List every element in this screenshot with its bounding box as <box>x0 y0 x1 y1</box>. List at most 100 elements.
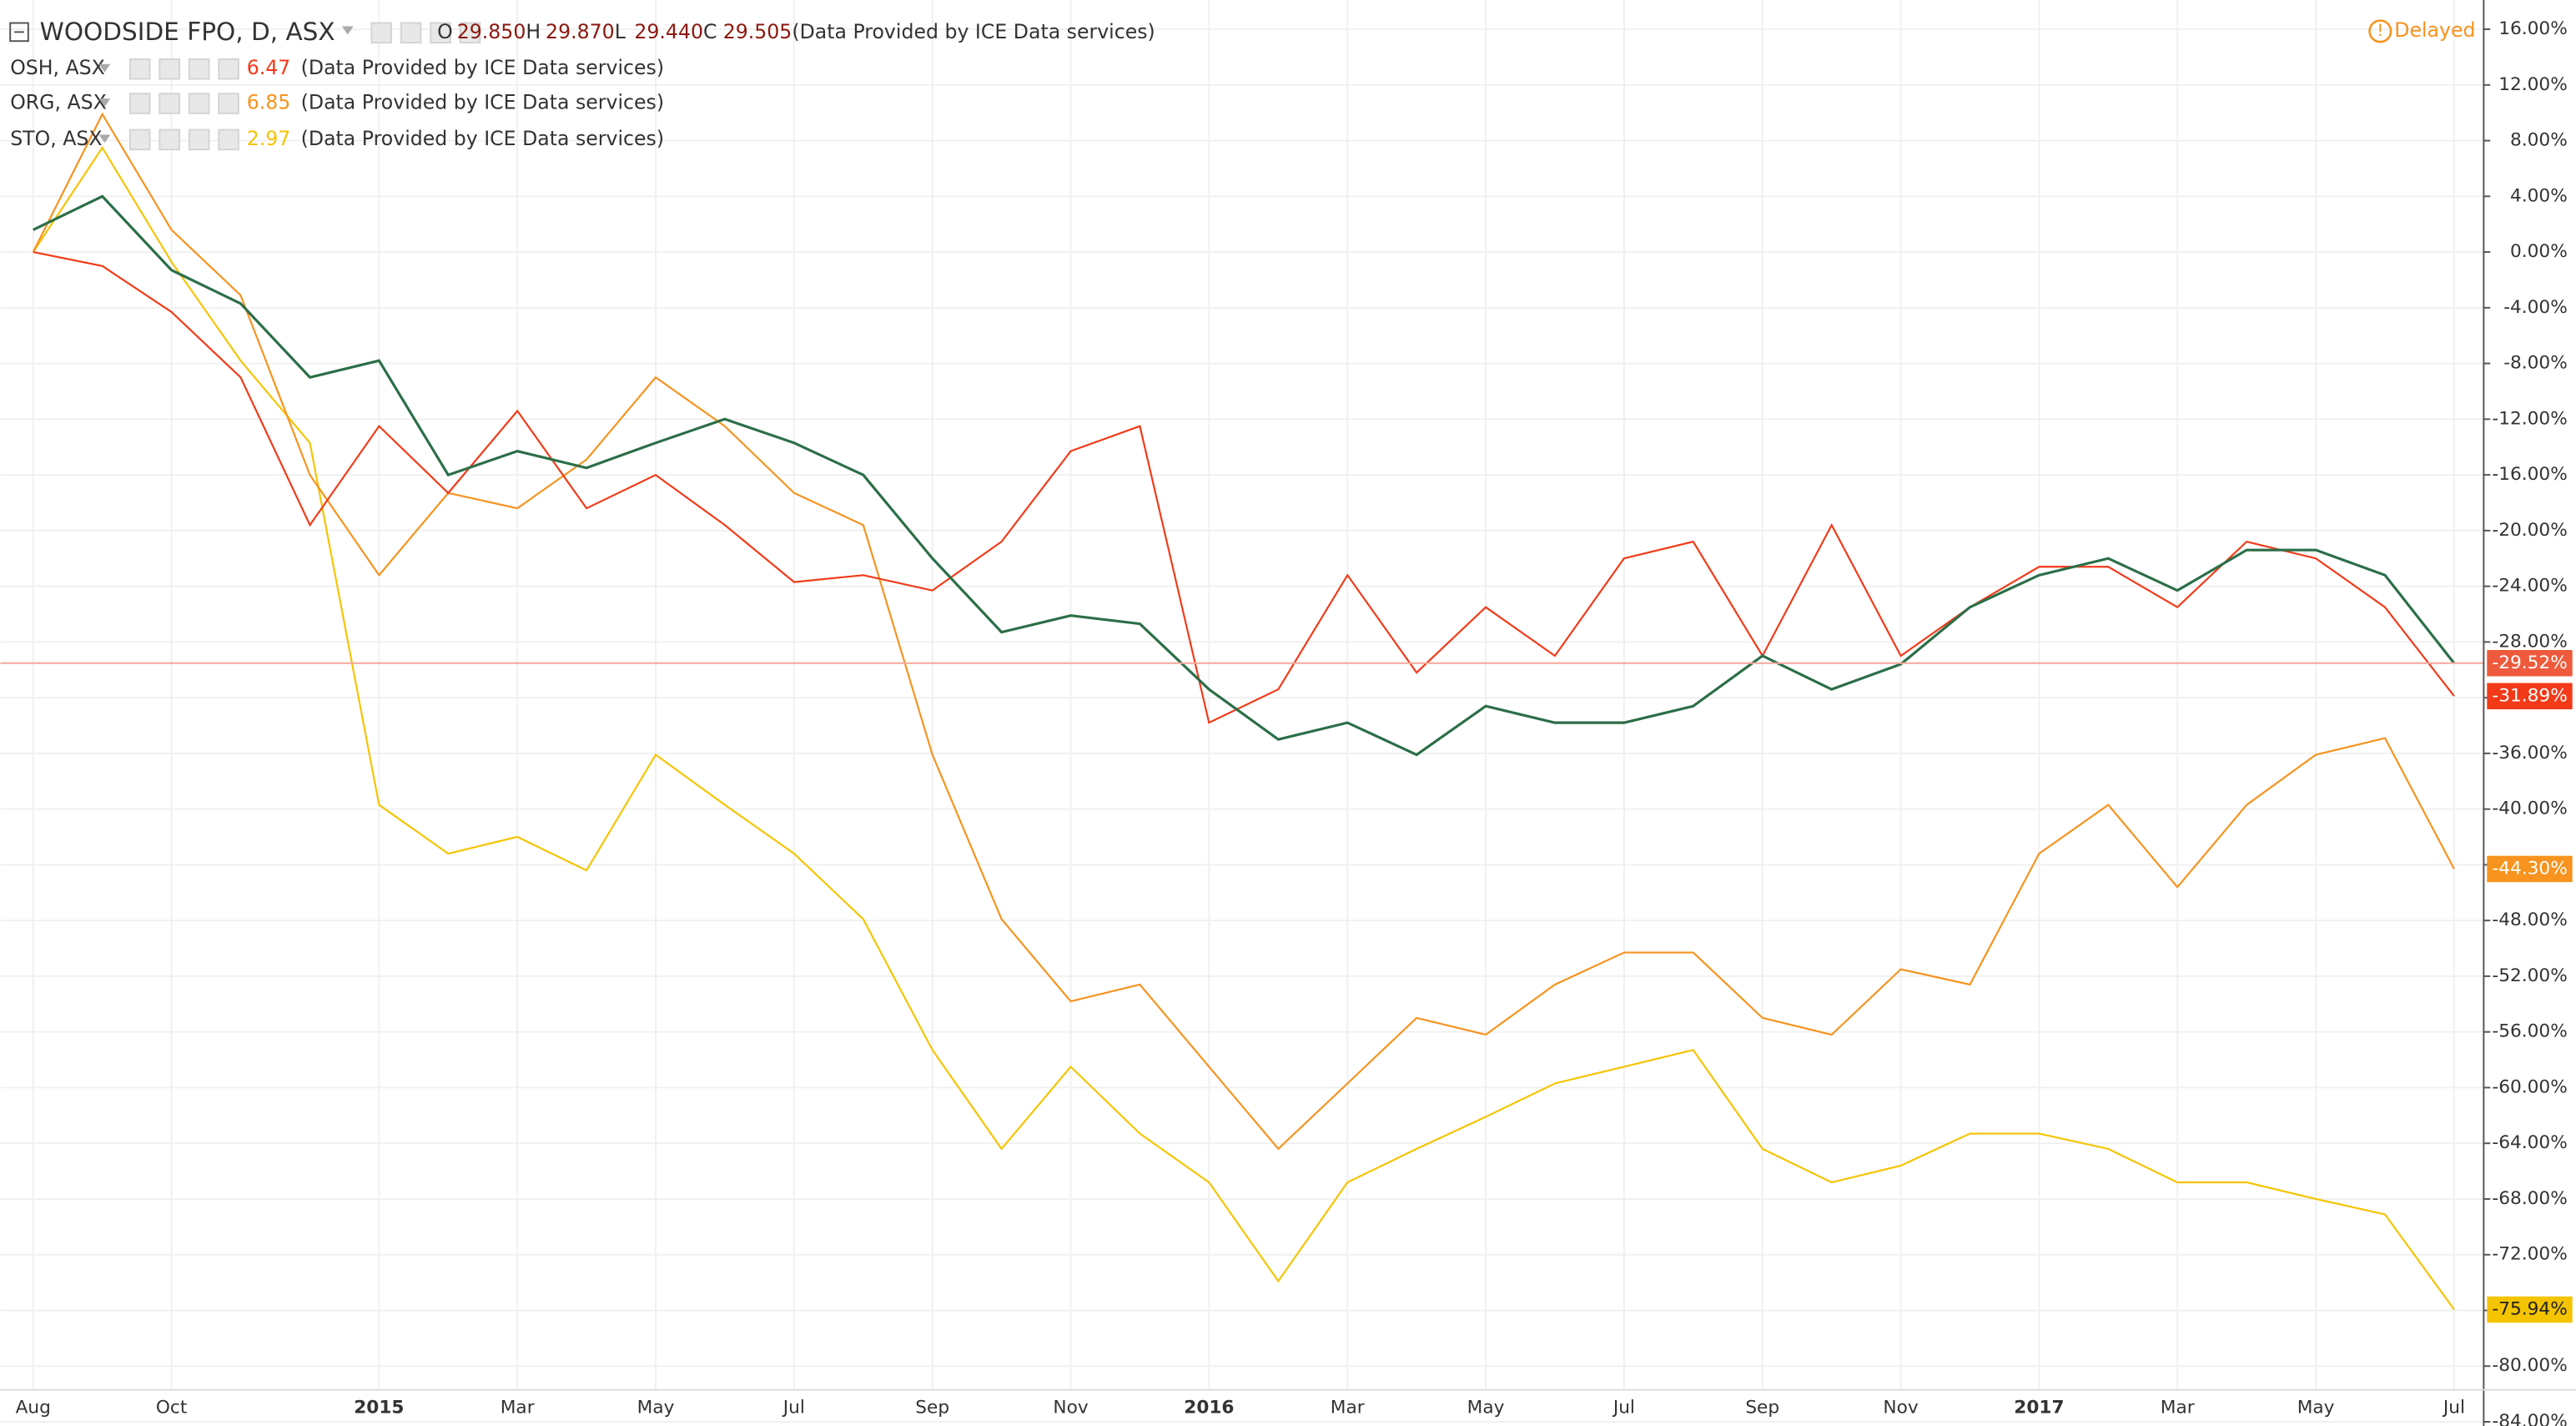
legend-icon[interactable] <box>188 93 210 114</box>
legend-icon[interactable] <box>218 93 239 114</box>
legend-icon[interactable] <box>370 22 392 44</box>
y-tick-label: -20.00% <box>2492 520 2567 541</box>
plot <box>0 112 2484 1311</box>
x-tick-label: Jul <box>1612 1397 1635 1418</box>
ohlc-value: 29.505 <box>723 20 792 43</box>
series-line <box>32 112 2455 1151</box>
y-tick-label: -56.00% <box>2492 1021 2567 1042</box>
x-tick-label: 2016 <box>1184 1397 1234 1418</box>
x-tick-label: Nov <box>1883 1397 1918 1418</box>
delayed-icon-mark: ! <box>2377 21 2383 40</box>
y-tick-label: -68.00% <box>2492 1188 2567 1209</box>
y-tick-label: 0.00% <box>2510 241 2568 262</box>
ohlc-value: 29.850 <box>457 20 526 43</box>
legend-price: 2.97 <box>247 127 291 150</box>
legend-source: (Data Provided by ICE Data services) <box>301 91 664 114</box>
legend-icon[interactable] <box>128 93 151 114</box>
right-axis-bg <box>2483 0 2576 1426</box>
y-tick-label: -80.00% <box>2492 1355 2567 1376</box>
series-line <box>33 250 2455 724</box>
last-value-badge <box>2487 683 2573 710</box>
y-tick-label: -24.00% <box>2492 576 2567 597</box>
y-tick-label: -60.00% <box>2492 1076 2567 1097</box>
y-tick-label: -64.00% <box>2492 1132 2567 1153</box>
y-tick-label: -12.00% <box>2492 408 2567 429</box>
ohlc-value: 29.440 <box>634 20 703 43</box>
grid <box>0 0 2484 1423</box>
y-tick-label: -52.00% <box>2492 965 2567 986</box>
y-tick-label: -72.00% <box>2492 1244 2567 1265</box>
ohlc-value: 29.870 <box>546 20 615 43</box>
legend-caret[interactable] <box>98 63 111 73</box>
legend-price: 6.85 <box>247 91 291 114</box>
last-value-badge <box>2487 1296 2573 1323</box>
axes: 16.00% 12.00% 8.00% 4.00% 0.00% -4.00% -8.00% -… <box>0 18 2576 1426</box>
legend-icon[interactable] <box>128 58 151 80</box>
x-tick-label: 2017 <box>2014 1397 2064 1418</box>
legend-price: 6.47 <box>247 56 291 79</box>
series-line <box>33 194 2456 757</box>
legend-title: WOODSIDE FPO, D, ASX <box>40 18 335 46</box>
x-tick-label: Nov <box>1053 1397 1088 1418</box>
ohlc-key: O <box>437 20 453 43</box>
x-tick-label: Mar <box>501 1397 535 1418</box>
x-tick-label: Sep <box>915 1397 949 1418</box>
last-value-label: -44.30% <box>2492 858 2567 879</box>
x-tick-label: Mar <box>2161 1397 2195 1418</box>
delayed-icon <box>2368 19 2392 43</box>
delayed-indicator[interactable]: ! Delayed <box>2368 18 2476 43</box>
legend-icon[interactable] <box>218 128 239 151</box>
legend-icon[interactable] <box>128 128 151 151</box>
x-tick-label: Jul <box>782 1397 805 1418</box>
y-tick-label: -8.00% <box>2503 353 2568 374</box>
last-value-badge <box>2487 650 2573 677</box>
x-tick-label: May <box>637 1397 675 1418</box>
legend-icon[interactable] <box>158 93 180 114</box>
legend-icon[interactable] <box>459 22 481 44</box>
x-tick-label: Mar <box>1331 1397 1365 1418</box>
legend-icon[interactable] <box>218 58 239 80</box>
x-tick-label: Sep <box>1745 1397 1779 1418</box>
x-tick-label: Oct <box>156 1397 187 1418</box>
collapse-icon[interactable] <box>9 22 29 43</box>
legend-name: ORG, ASX <box>10 91 107 114</box>
y-tick-label: -84.00% <box>2492 1411 2567 1426</box>
y-tick-label: -16.00% <box>2492 464 2567 485</box>
y-tick-label: 12.00% <box>2498 74 2568 95</box>
last-value-label: -75.94% <box>2492 1298 2567 1319</box>
y-tick-label: -4.00% <box>2503 297 2568 318</box>
legend-icon[interactable] <box>400 22 422 44</box>
x-tick-label: 2015 <box>354 1397 404 1418</box>
legend-caret[interactable] <box>98 98 111 107</box>
last-value-label: -29.52% <box>2492 653 2567 673</box>
series-line <box>32 145 2455 1311</box>
legend-caret[interactable] <box>341 26 354 35</box>
y-tick-label: -48.00% <box>2492 910 2567 930</box>
last-value-label: -31.89% <box>2492 685 2567 706</box>
y-tick-label: 8.00% <box>2510 130 2568 151</box>
y-tick-label: 16.00% <box>2498 18 2568 39</box>
y-tick-label: -28.00% <box>2492 631 2567 652</box>
x-tick-label: Aug <box>16 1397 51 1418</box>
legend-icon[interactable] <box>188 128 210 151</box>
y-tick-label: -36.00% <box>2492 743 2567 763</box>
legend-icon[interactable] <box>158 58 180 80</box>
y-tick-label: 4.00% <box>2510 185 2568 206</box>
y-tick-label: -40.00% <box>2492 799 2567 819</box>
ohlc-key: L <box>615 20 626 43</box>
legend-icon[interactable] <box>430 22 451 44</box>
legend-source: (Data Provided by ICE Data services) <box>301 127 664 150</box>
legend-caret[interactable] <box>98 134 111 144</box>
legend-name: OSH, ASX <box>10 56 105 79</box>
legend-icon[interactable] <box>188 58 210 80</box>
x-tick-label: May <box>1467 1397 1505 1418</box>
legend-name: STO, ASX <box>10 127 102 150</box>
legend-icon[interactable] <box>158 128 180 151</box>
ohlc-key: C <box>703 20 717 43</box>
x-tick-label: Jul <box>2442 1397 2465 1418</box>
legend-source: (Data Provided by ICE Data services) <box>301 56 664 79</box>
ohlc-key: H <box>526 20 541 43</box>
